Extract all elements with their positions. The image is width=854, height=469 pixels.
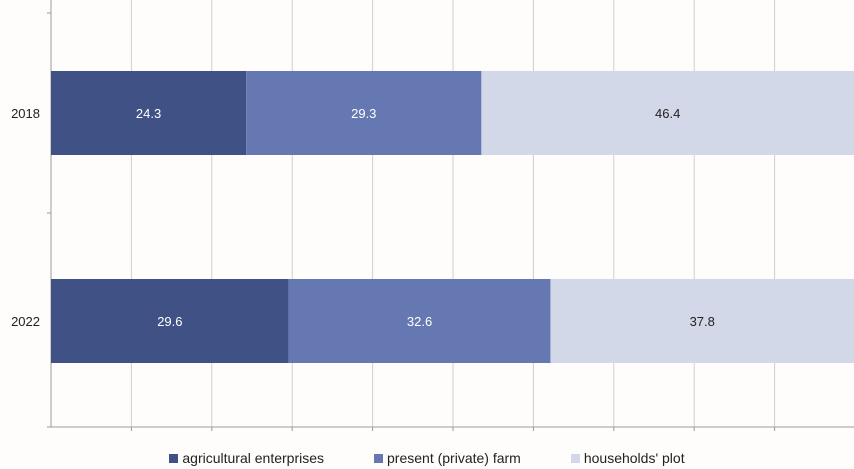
category-label: 2022 [11, 314, 40, 329]
bar-segment [481, 71, 854, 155]
data-label: 29.3 [351, 106, 376, 121]
bar-segment [246, 71, 482, 155]
legend-label: agricultural enterprises [182, 450, 325, 466]
legend-swatch [169, 453, 179, 463]
data-label: 29.6 [157, 314, 182, 329]
category-label: 2018 [11, 106, 40, 121]
legend-swatch [374, 453, 384, 463]
legend-item-households-plot: households' plot [570, 450, 685, 466]
legend-label: present (private) farm [387, 450, 521, 466]
bar-segment [51, 279, 289, 363]
bar-segment [550, 279, 854, 363]
bar-segment [51, 71, 247, 155]
legend: agricultural enterprises present (privat… [0, 450, 854, 466]
legend-label: households' plot [583, 450, 685, 466]
data-label: 37.8 [690, 314, 715, 329]
legend-swatch [570, 453, 580, 463]
bar-segment [288, 279, 551, 363]
legend-item-present-private-farm: present (private) farm [374, 450, 521, 466]
data-label: 32.6 [407, 314, 432, 329]
legend-item-agricultural-enterprises: agricultural enterprises [169, 450, 324, 466]
data-label: 46.4 [655, 106, 680, 121]
data-label: 24.3 [136, 106, 161, 121]
